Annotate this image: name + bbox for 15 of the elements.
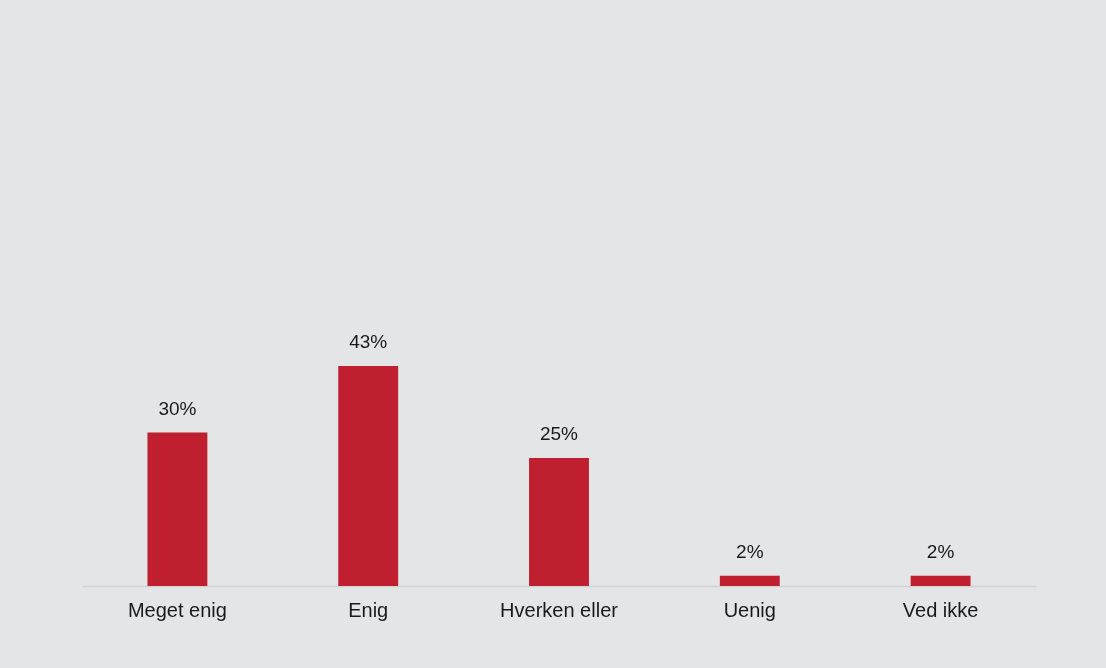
bar [910, 575, 971, 586]
x-tick-label: Uenig [723, 598, 776, 621]
bar [338, 366, 399, 586]
data-label: 30% [158, 397, 197, 419]
bar [147, 432, 208, 586]
data-label: 2% [736, 540, 764, 562]
x-tick-label: Hverken eller [500, 598, 619, 621]
x-tick-label: Meget enig [127, 598, 227, 621]
data-label: 25% [539, 423, 579, 445]
x-tick-label: Ved ikke [902, 598, 979, 621]
data-label: 2% [926, 540, 955, 562]
x-tick-label: Enig [348, 598, 389, 621]
bar [719, 575, 780, 586]
bar [529, 458, 589, 586]
data-label: 43% [349, 331, 388, 352]
